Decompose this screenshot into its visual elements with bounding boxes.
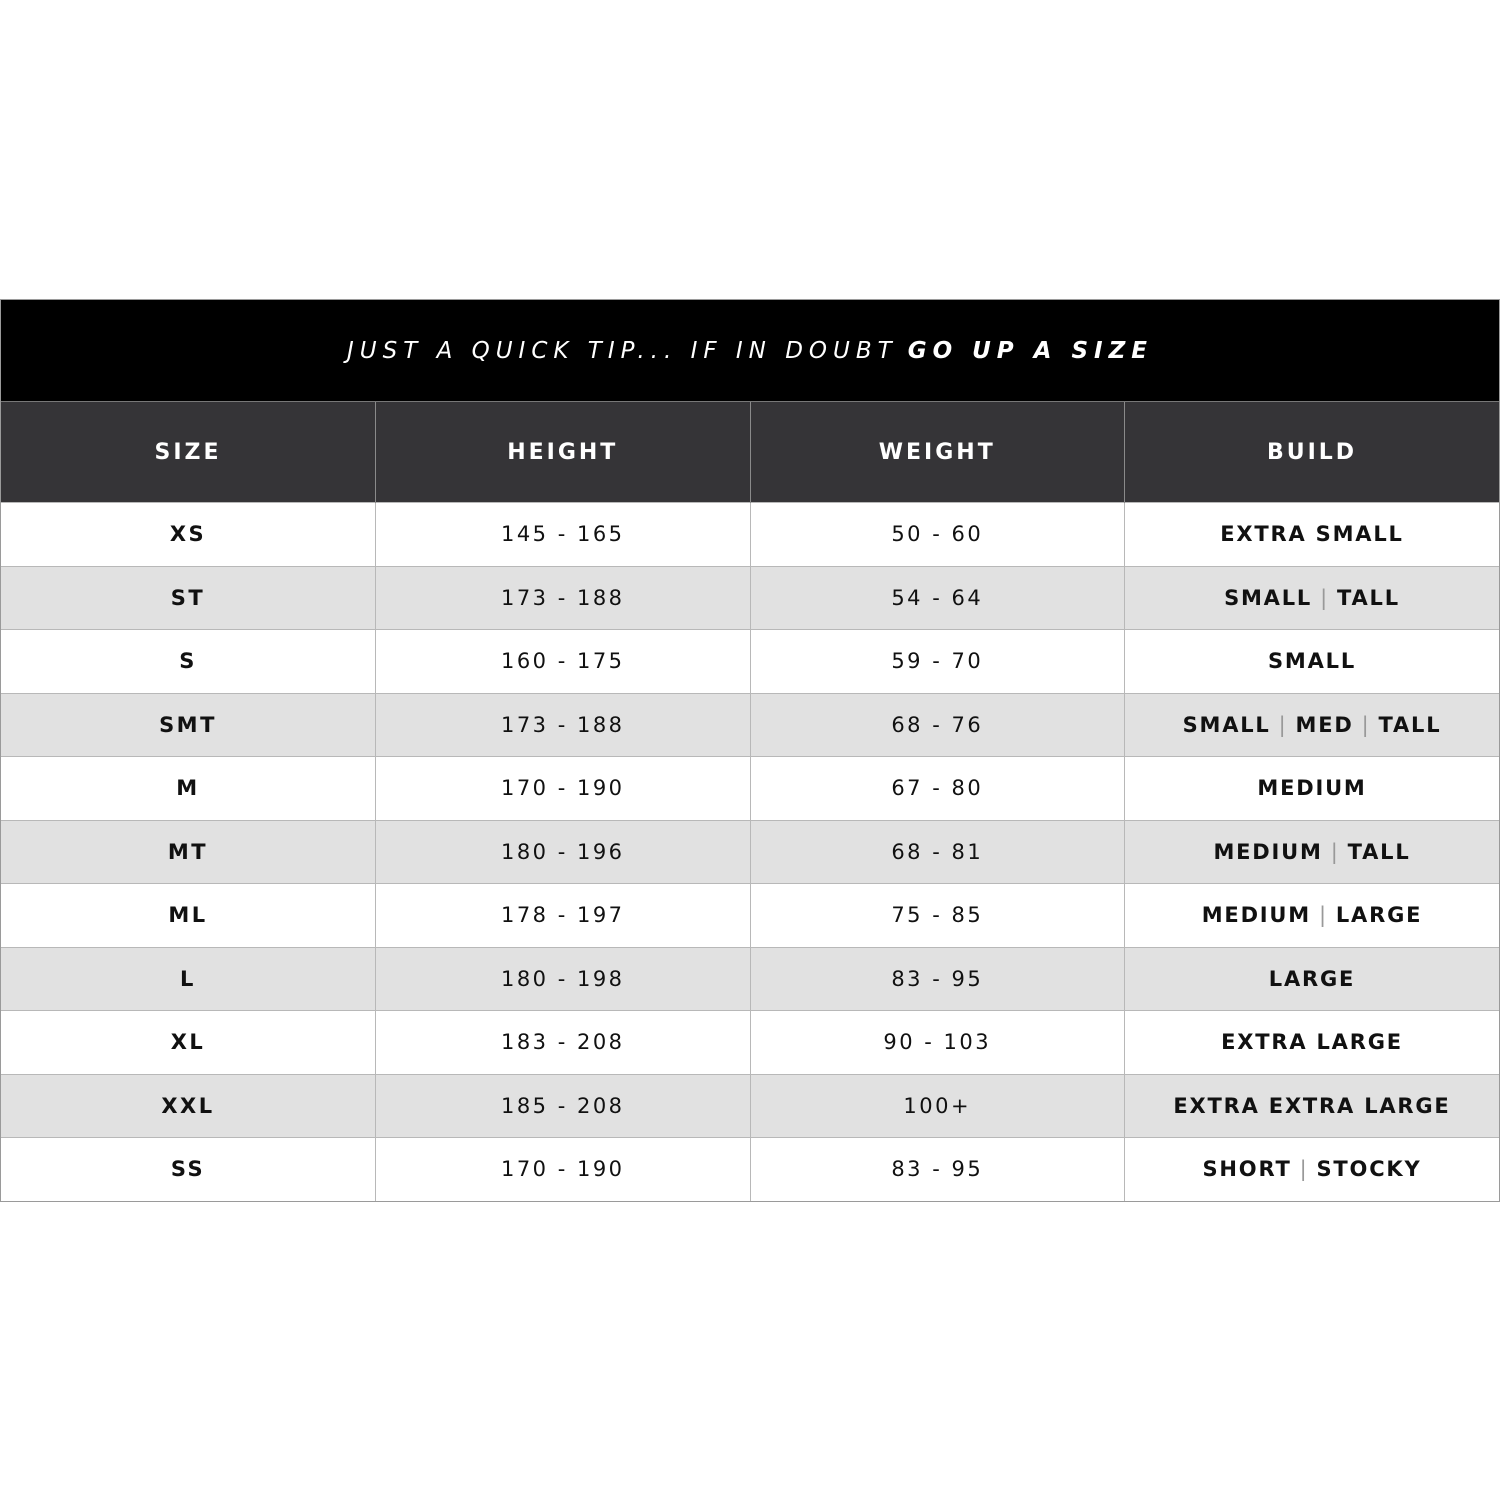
weight-cell: 68 - 76 xyxy=(749,692,1125,757)
weight-cell: 50 - 60 xyxy=(749,502,1125,566)
size-cell: SMT xyxy=(1,692,376,757)
build-cell: LARGE xyxy=(1124,946,1499,1011)
build-part: EXTRA EXTRA LARGE xyxy=(1173,1093,1451,1118)
table-row: SMT 173 - 188 68 - 76 SMALL | MED | TALL xyxy=(1,692,1499,757)
height-cell: 173 - 188 xyxy=(375,565,750,630)
tip-emphasis: GO UP A SIZE xyxy=(907,337,1153,364)
build-part: SHORT xyxy=(1202,1157,1292,1182)
column-header-size: SIZE xyxy=(1,402,376,503)
separator: | xyxy=(1361,712,1371,737)
separator: | xyxy=(1320,585,1329,610)
build-part: LARGE xyxy=(1335,903,1423,928)
build-part: EXTRA SMALL xyxy=(1220,522,1404,547)
table-row: XL 183 - 208 90 - 103 EXTRA LARGE xyxy=(1,1010,1499,1074)
build-cell: SHORT | STOCKY xyxy=(1124,1137,1499,1201)
build-part: TALL xyxy=(1347,839,1411,864)
build-part: MEDIUM xyxy=(1213,839,1323,864)
build-part: MEDIUM xyxy=(1257,776,1367,801)
tip-banner: JUST A QUICK TIP... IF IN DOUBT GO UP A … xyxy=(1,300,1499,402)
weight-cell: 75 - 85 xyxy=(749,883,1125,947)
size-cell: XS xyxy=(1,502,376,566)
height-cell: 145 - 165 xyxy=(375,502,750,566)
build-part: MED xyxy=(1295,712,1354,737)
build-part: SMALL xyxy=(1182,712,1271,737)
table-row: SS 170 - 190 83 - 95 SHORT | STOCKY xyxy=(1,1137,1499,1201)
separator: | xyxy=(1318,903,1328,928)
weight-cell: 100+ xyxy=(749,1073,1125,1138)
build-cell: SMALL | TALL xyxy=(1124,565,1499,630)
weight-cell: 83 - 95 xyxy=(749,1137,1125,1201)
size-cell: SS xyxy=(1,1137,376,1201)
separator: | xyxy=(1330,839,1340,864)
column-header-build: BUILD xyxy=(1124,402,1499,503)
build-part: EXTRA LARGE xyxy=(1221,1030,1403,1055)
build-cell: EXTRA SMALL xyxy=(1124,502,1499,566)
height-cell: 178 - 197 xyxy=(375,883,750,947)
weight-cell: 83 - 95 xyxy=(749,946,1125,1011)
tip-lead: JUST A QUICK TIP... IF IN DOUBT xyxy=(347,337,898,364)
build-part: SMALL xyxy=(1267,649,1357,674)
size-cell: L xyxy=(1,946,376,1011)
column-header-weight: WEIGHT xyxy=(749,402,1125,503)
height-cell: 170 - 190 xyxy=(375,756,750,820)
separator: | xyxy=(1278,712,1288,737)
build-cell: EXTRA EXTRA LARGE xyxy=(1124,1073,1499,1138)
table-row: ST 173 - 188 54 - 64 SMALL | TALL xyxy=(1,565,1499,630)
build-part: SMALL xyxy=(1224,585,1313,610)
build-part: TALL xyxy=(1337,585,1400,610)
column-header-height: HEIGHT xyxy=(375,402,750,503)
table-row: XXL 185 - 208 100+ EXTRA EXTRA LARGE xyxy=(1,1073,1499,1138)
size-cell: MT xyxy=(1,819,376,884)
table-row: XS 145 - 165 50 - 60 EXTRA SMALL xyxy=(1,502,1499,566)
table-row: M 170 - 190 67 - 80 MEDIUM xyxy=(1,756,1499,820)
build-cell: EXTRA LARGE xyxy=(1124,1010,1499,1074)
table-row: L 180 - 198 83 - 95 LARGE xyxy=(1,946,1499,1011)
size-cell: ST xyxy=(1,565,376,630)
build-cell: SMALL xyxy=(1124,629,1499,693)
size-cell: XL xyxy=(1,1010,376,1074)
size-table: SIZE HEIGHT WEIGHT BUILD XS 145 - 165 50 -… xyxy=(1,402,1499,1201)
height-cell: 185 - 208 xyxy=(375,1073,750,1138)
size-chart: JUST A QUICK TIP... IF IN DOUBT GO UP A … xyxy=(0,299,1500,1202)
height-cell: 170 - 190 xyxy=(375,1137,750,1201)
height-cell: 180 - 198 xyxy=(375,946,750,1011)
table-row: ML 178 - 197 75 - 85 MEDIUM | LARGE xyxy=(1,883,1499,947)
separator: | xyxy=(1299,1157,1309,1182)
weight-cell: 54 - 64 xyxy=(749,565,1125,630)
build-part: STOCKY xyxy=(1316,1157,1422,1182)
build-cell: SMALL | MED | TALL xyxy=(1124,692,1499,757)
weight-cell: 90 - 103 xyxy=(749,1010,1125,1074)
build-part: LARGE xyxy=(1268,966,1356,991)
height-cell: 160 - 175 xyxy=(375,629,750,693)
build-cell: MEDIUM | LARGE xyxy=(1124,883,1499,947)
build-part: MEDIUM xyxy=(1201,903,1311,928)
table-row: MT 180 - 196 68 - 81 MEDIUM | TALL xyxy=(1,819,1499,884)
height-cell: 173 - 188 xyxy=(375,692,750,757)
size-cell: ML xyxy=(1,883,376,947)
weight-cell: 67 - 80 xyxy=(749,756,1125,820)
weight-cell: 59 - 70 xyxy=(749,629,1125,693)
weight-cell: 68 - 81 xyxy=(749,819,1125,884)
size-cell: XXL xyxy=(1,1073,376,1138)
build-part: TALL xyxy=(1378,712,1442,737)
height-cell: 183 - 208 xyxy=(375,1010,750,1074)
size-cell: S xyxy=(1,629,376,693)
build-cell: MEDIUM | TALL xyxy=(1124,819,1499,884)
height-cell: 180 - 196 xyxy=(375,819,750,884)
table-row: S 160 - 175 59 - 70 SMALL xyxy=(1,629,1499,693)
size-cell: M xyxy=(1,756,376,820)
build-cell: MEDIUM xyxy=(1124,756,1499,820)
header-row: SIZE HEIGHT WEIGHT BUILD xyxy=(1,402,1499,503)
